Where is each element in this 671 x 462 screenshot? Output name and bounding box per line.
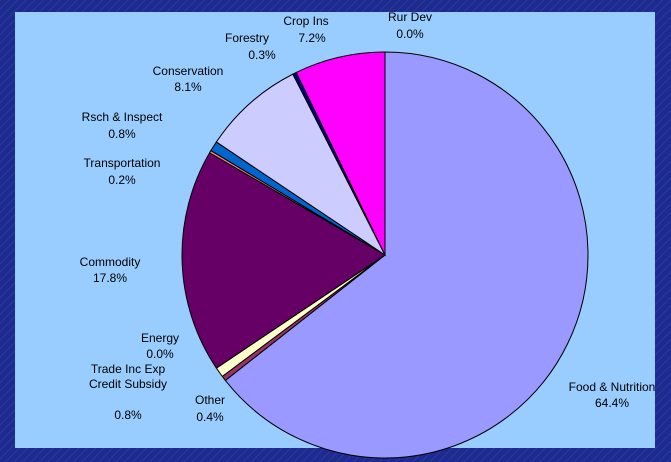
slice-value-label: 7.2% <box>298 31 326 45</box>
slice-value-label: 0.2% <box>108 173 136 187</box>
slice-label: Food & Nutrition <box>568 380 656 394</box>
slice-label: Other <box>194 393 226 407</box>
slice-value-label: 17.8% <box>92 271 128 285</box>
slice-label: Transportation <box>83 156 161 170</box>
slice-value-label: 64.4% <box>594 396 630 410</box>
slice-label: Conservation <box>152 64 224 78</box>
slice-value-label: 0.3% <box>248 48 276 62</box>
slice-value-label: 0.0% <box>146 347 174 361</box>
slice-value-label: 0.0% <box>396 27 424 41</box>
slice-label: Commodity <box>79 255 141 269</box>
slice-value-label: 0.8% <box>108 127 136 141</box>
pie-slice <box>215 73 387 257</box>
slice-label: Energy <box>140 331 180 345</box>
slice-label: Rur Dev <box>387 10 433 24</box>
slice-label: Forestry <box>224 31 270 45</box>
slice-label: Trade Inc Exp Credit Subsidy <box>88 362 168 391</box>
pie-slice <box>181 152 386 369</box>
slice-label: Rsch & Inspect <box>81 110 163 124</box>
slice-value-label: 0.4% <box>196 410 224 424</box>
pie-slice <box>224 51 589 459</box>
slice-label: Crop Ins <box>283 14 329 28</box>
slice-value-label: 8.1% <box>174 80 202 94</box>
slice-value-label: 0.8% <box>114 408 142 422</box>
